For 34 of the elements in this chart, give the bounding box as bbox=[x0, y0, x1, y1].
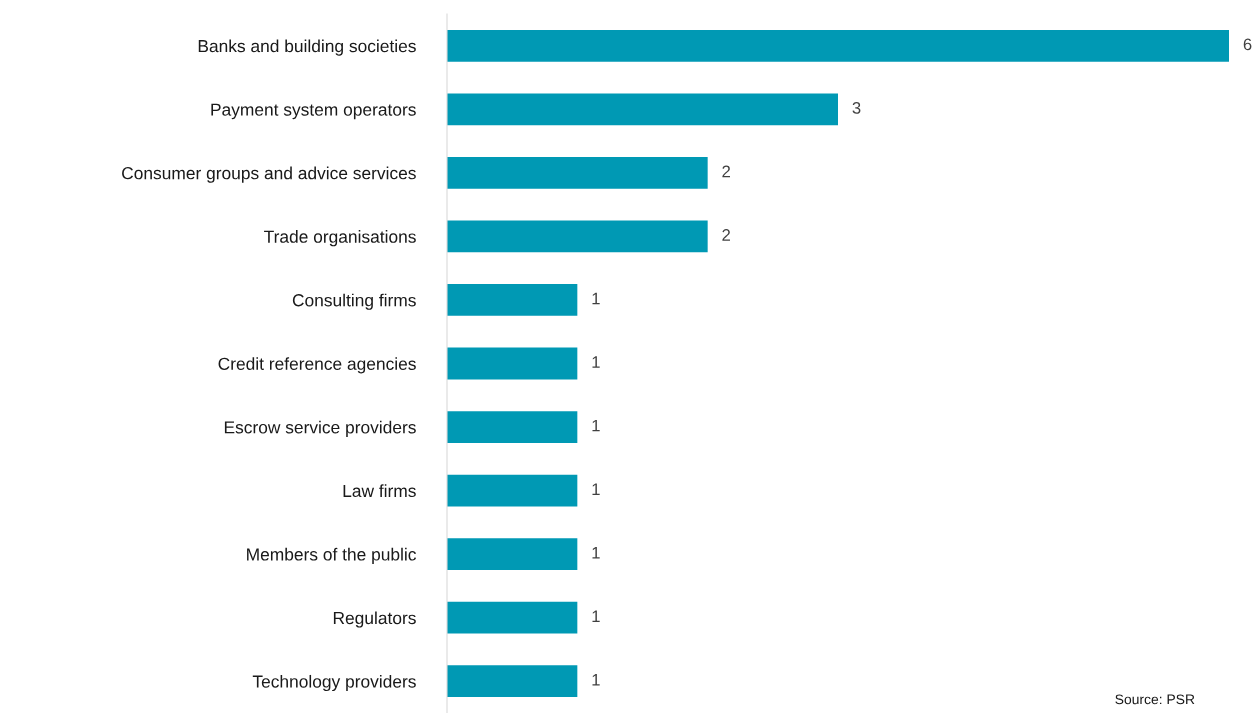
y-tick-label: Consumer groups and advice services bbox=[122, 166, 416, 183]
y-tick-label: Escrow service providers bbox=[224, 420, 416, 437]
data-label: 1 bbox=[592, 546, 600, 559]
y-tick-label: Members of the public bbox=[247, 547, 416, 565]
bar bbox=[447, 538, 578, 571]
data-label: 2 bbox=[722, 229, 730, 241]
y-tick-label: Consulting firms bbox=[292, 293, 416, 310]
bar bbox=[447, 347, 578, 380]
bar bbox=[447, 411, 578, 443]
data-label: 2 bbox=[722, 165, 730, 178]
data-label: 1 bbox=[592, 610, 600, 622]
annotation: Source: PSR bbox=[1115, 694, 1195, 705]
data-label: 1 bbox=[592, 292, 600, 305]
y-tick-label: Law firms bbox=[343, 484, 416, 498]
bar bbox=[447, 665, 578, 698]
bar bbox=[447, 474, 578, 507]
data-label: 1 bbox=[592, 674, 600, 686]
y-tick-label: Credit reference agencies bbox=[218, 357, 416, 374]
data-label: 3 bbox=[852, 101, 861, 114]
y-tick-label: Regulators bbox=[333, 611, 416, 628]
data-label: 1 bbox=[592, 483, 600, 495]
bar bbox=[447, 601, 578, 634]
y-tick-label: Trade organisations bbox=[264, 230, 416, 247]
y-tick-label: Technology providers bbox=[252, 674, 416, 692]
data-label: 6 bbox=[1243, 38, 1252, 51]
data-label: 1 bbox=[592, 356, 600, 368]
bar bbox=[447, 156, 708, 189]
bar bbox=[447, 284, 578, 316]
y-tick-label: Banks and building societies bbox=[198, 39, 416, 56]
bar bbox=[447, 29, 1229, 62]
bar bbox=[447, 220, 708, 253]
bar bbox=[447, 93, 838, 126]
data-label: 1 bbox=[592, 419, 600, 432]
y-tick-label: Payment system operators bbox=[211, 103, 416, 120]
